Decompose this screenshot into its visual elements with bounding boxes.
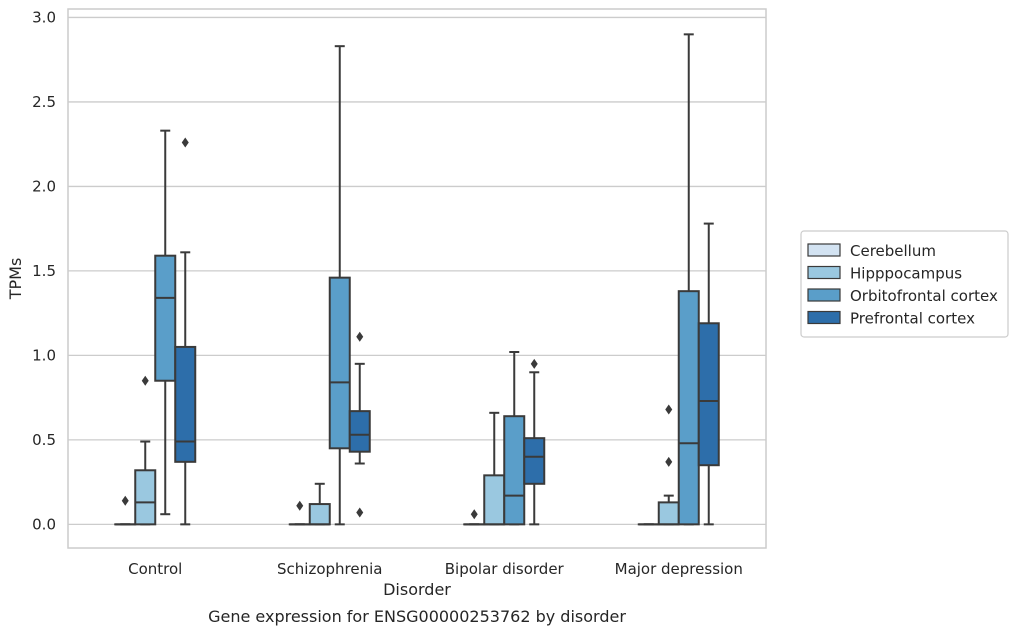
box-iqr [697, 322, 720, 467]
outlier-point [530, 358, 538, 369]
box-orbitofrontal-cortex [328, 45, 351, 526]
x-tick-label: Major depression [615, 560, 743, 578]
chart-caption: Gene expression for ENSG00000253762 by d… [208, 607, 626, 626]
box-hipppocampus [308, 482, 331, 526]
x-tick-label: Bipolar disorder [445, 560, 565, 578]
legend-swatch [807, 243, 841, 257]
box-prefrontal-cortex [348, 331, 371, 518]
box-iqr [503, 415, 526, 526]
y-tick-label: 1.5 [32, 262, 56, 280]
legend-swatch [807, 310, 841, 325]
outlier-point [181, 137, 189, 148]
plot-frame [67, 8, 767, 549]
box-hipppocampus [657, 404, 680, 526]
box-cerebellum [463, 509, 486, 526]
box-iqr [483, 474, 506, 526]
y-tick-label: 2.5 [32, 93, 56, 111]
box-iqr [677, 290, 700, 526]
box-hipppocampus [134, 375, 157, 526]
x-axis-ticks: Control Schizophrenia Bipolar disorder Majo… [128, 560, 743, 578]
outlier-point [470, 509, 478, 520]
box-iqr [154, 254, 177, 382]
y-axis-ticks: 0.0 0.5 1.0 1.5 2.0 2.5 3.0 [32, 8, 56, 533]
outlier-point [141, 375, 149, 386]
y-tick-label: 1.0 [32, 346, 56, 364]
box-cerebellum [114, 495, 137, 526]
y-tick-label: 2.0 [32, 177, 56, 195]
box-prefrontal-cortex [174, 137, 197, 526]
legend-label: Hipppocampus [850, 265, 962, 283]
y-tick-label: 3.0 [32, 8, 56, 26]
box-iqr [174, 345, 197, 463]
legend-swatch [807, 265, 841, 280]
outlier-point [665, 456, 673, 467]
x-axis-label: Disorder [383, 580, 451, 599]
outlier-point [356, 331, 364, 342]
x-tick-label: Control [128, 560, 182, 578]
legend-label: Prefrontal cortex [850, 310, 975, 328]
x-tick-label: Schizophrenia [277, 560, 382, 578]
legend-swatch [807, 288, 841, 302]
box-prefrontal-cortex [523, 358, 546, 526]
box-prefrontal-cortex [697, 222, 720, 526]
box-orbitofrontal-cortex [503, 351, 526, 526]
legend-label: Orbitofrontal cortex [850, 287, 998, 305]
legend-label: Cerebellum [850, 242, 936, 260]
outlier-point [296, 500, 304, 511]
box-iqr [523, 437, 546, 485]
box-iqr [308, 503, 331, 526]
box-iqr [134, 469, 157, 526]
box-iqr [657, 501, 680, 526]
y-tick-label: 0.0 [32, 515, 56, 533]
legend: Cerebellum Hipppocampus Orbitofrontal cort… [800, 230, 1009, 338]
box-iqr [328, 276, 351, 450]
outlier-point [665, 404, 673, 415]
y-tick-label: 0.5 [32, 431, 56, 449]
box-orbitofrontal-cortex [677, 33, 700, 526]
outlier-point [121, 495, 129, 506]
box-orbitofrontal-cortex [154, 129, 177, 516]
box-iqr [348, 410, 371, 453]
box-hipppocampus [483, 411, 506, 526]
legend-frame [800, 230, 1009, 338]
y-axis-label: TPMs [6, 258, 25, 301]
outlier-point [356, 507, 364, 518]
box-plot-area [114, 33, 720, 526]
box-cerebellum [288, 500, 311, 526]
